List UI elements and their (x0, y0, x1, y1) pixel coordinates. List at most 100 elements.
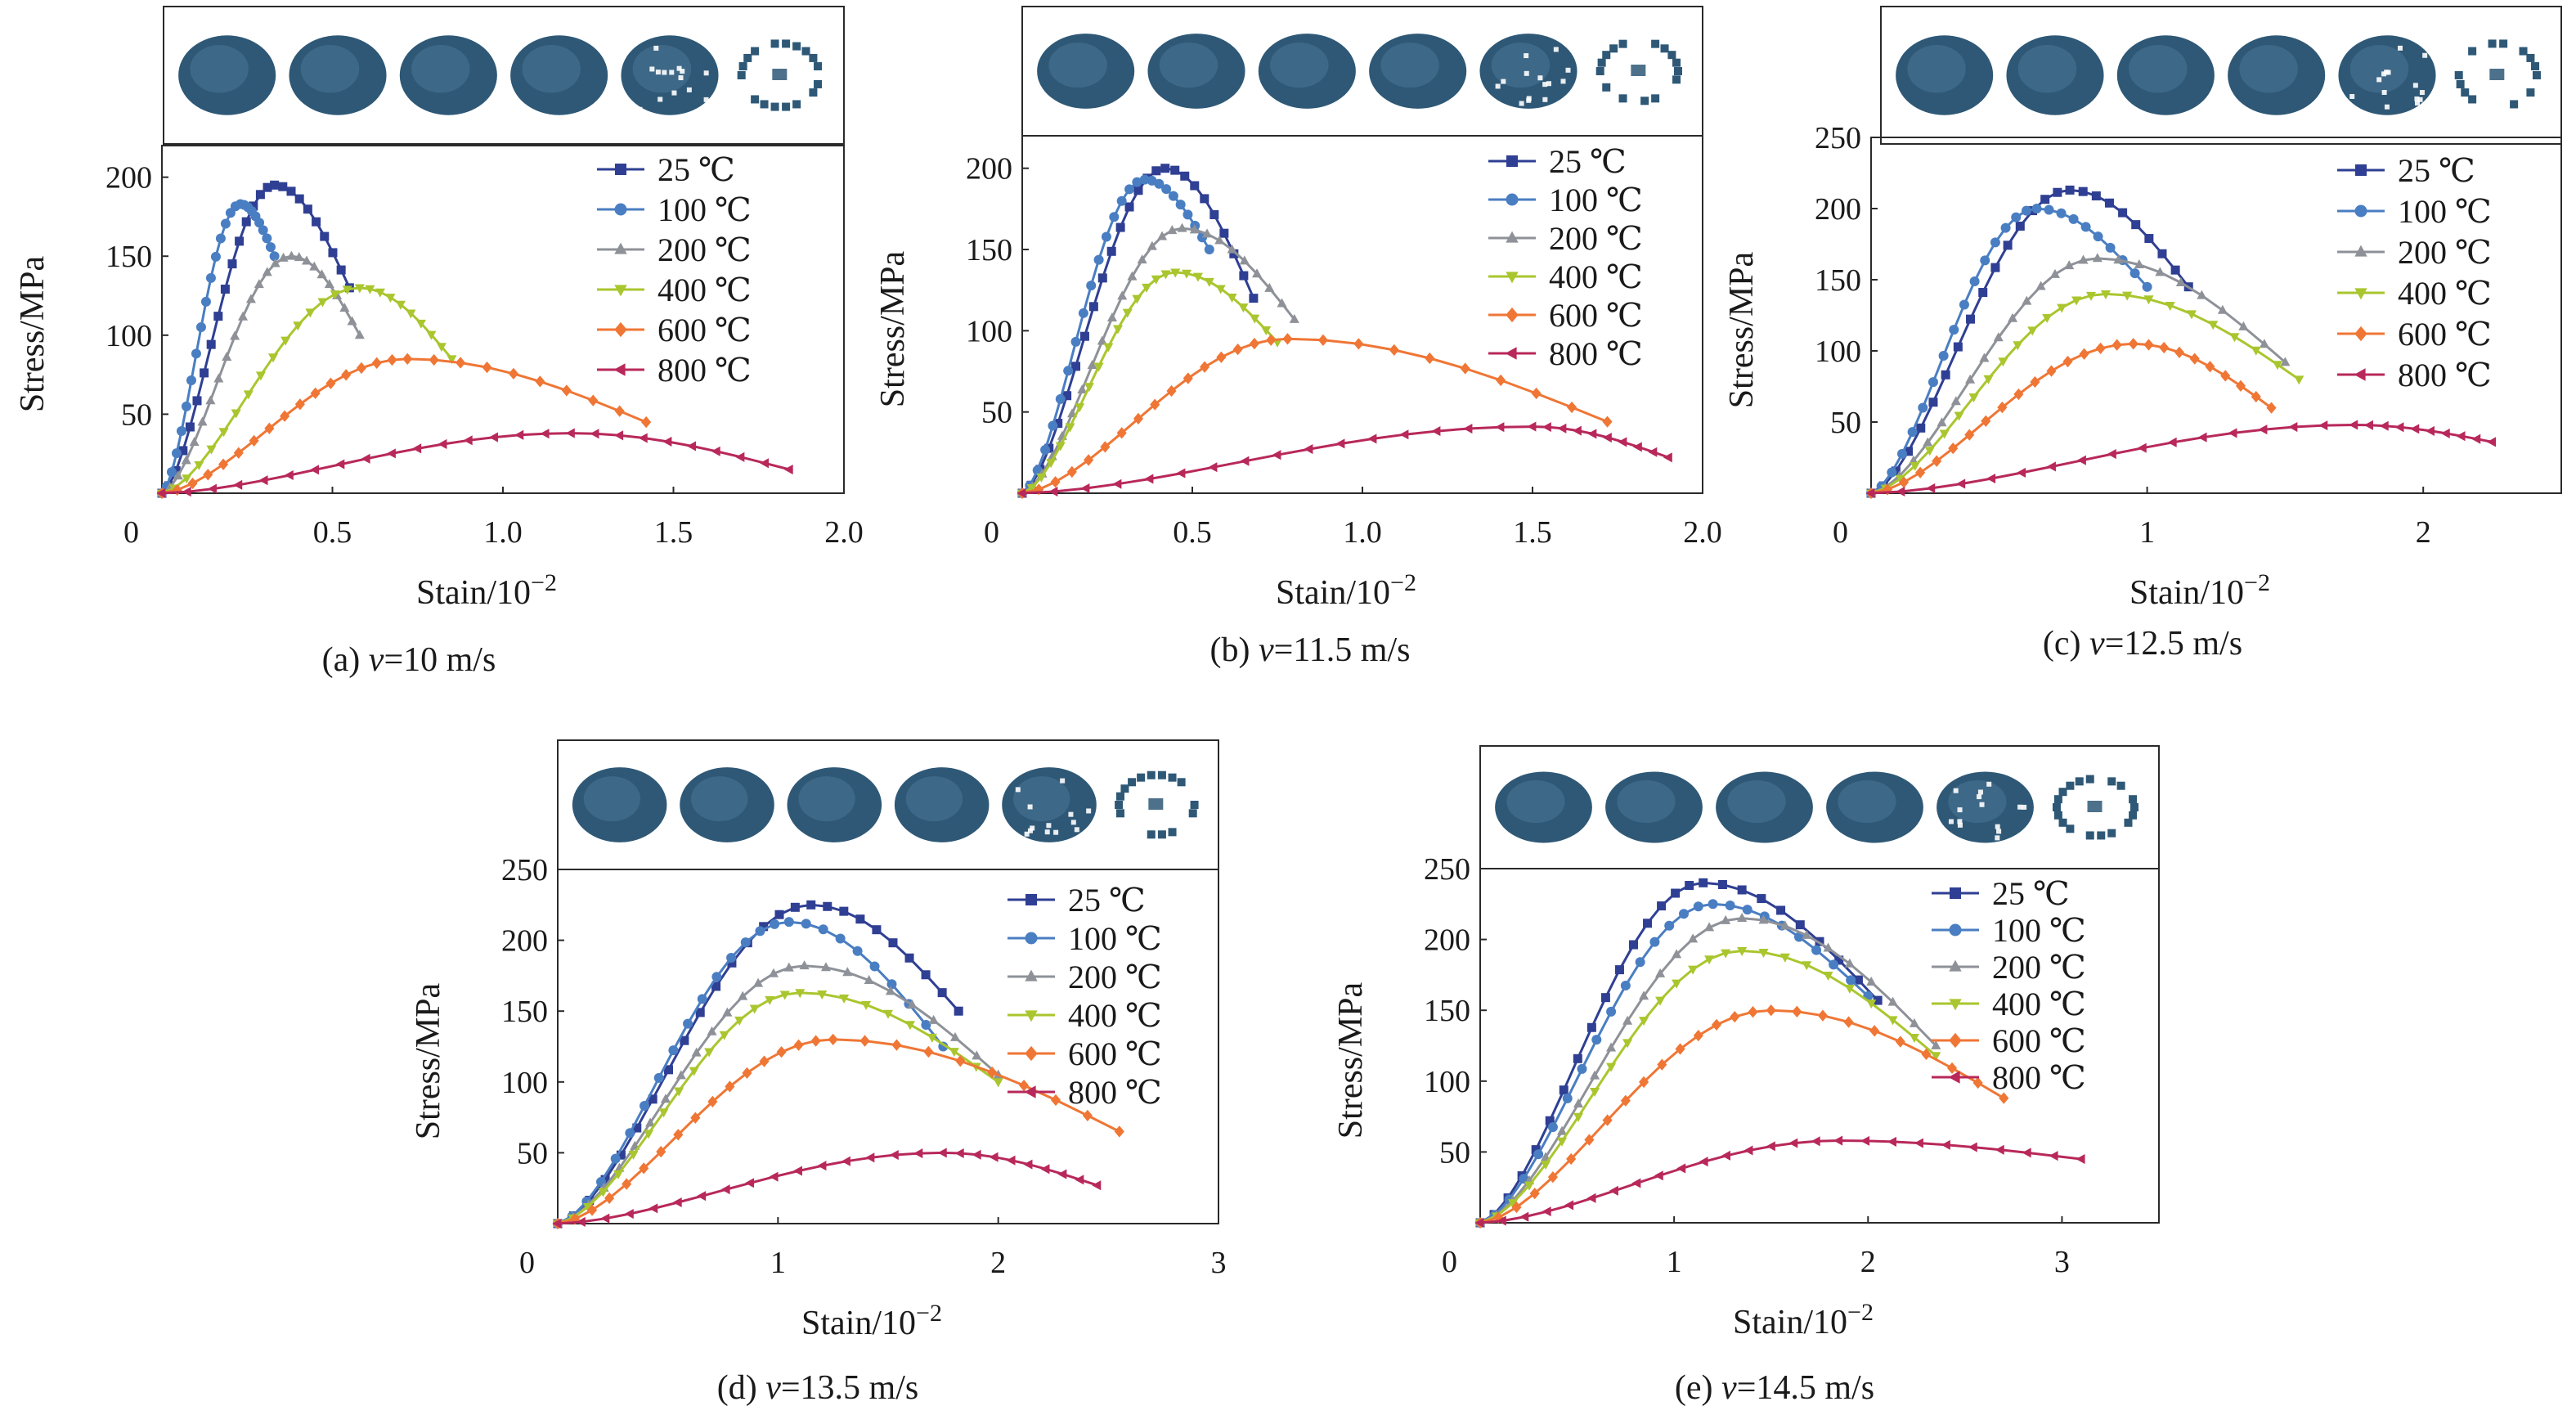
series-800 (1016, 421, 1672, 499)
data-point (1639, 1017, 1649, 1026)
data-point (989, 1152, 999, 1162)
data-point (614, 430, 624, 441)
specimen-body (1369, 34, 1467, 109)
data-point (2288, 421, 2298, 433)
data-point (1737, 947, 1748, 957)
series-400 (156, 284, 457, 499)
data-point (2280, 357, 2291, 366)
data-point (1968, 1142, 1977, 1152)
data-point (254, 279, 264, 289)
y-tick-label: 50 (517, 1136, 548, 1170)
data-point (1201, 228, 1213, 238)
data-point (371, 357, 382, 369)
data-point (2078, 254, 2089, 264)
data-point (1367, 433, 1377, 444)
data-point (1708, 899, 1718, 910)
data-point (324, 279, 334, 289)
data-point (1663, 452, 1672, 463)
data-point (1721, 949, 1731, 959)
data-point (1065, 423, 1075, 433)
series-25 (1017, 164, 1259, 498)
data-point (2208, 321, 2219, 330)
data-point (354, 330, 365, 339)
data-point (1923, 437, 1933, 447)
data-point (1124, 184, 1135, 195)
data-point (1844, 984, 1855, 994)
data-point (1949, 999, 1962, 1011)
data-point (2022, 1148, 2031, 1158)
data-point (1725, 901, 1735, 911)
data-point (783, 917, 794, 928)
data-point (888, 938, 898, 948)
data-point (2205, 361, 2215, 373)
crack-mark (1977, 789, 1983, 795)
legend-label: 25 ℃ (1992, 875, 2070, 912)
data-point (1166, 384, 1177, 398)
data-point (2003, 240, 2013, 250)
series-600 (1865, 338, 2277, 500)
fragment (2116, 781, 2125, 790)
data-point (2229, 333, 2240, 343)
data-point (2030, 375, 2040, 389)
data-point (406, 309, 416, 319)
fragment (2053, 795, 2062, 804)
data-point (1139, 174, 1150, 185)
data-point (1115, 222, 1125, 232)
x-axis-label-text: Stain/10 (1733, 1304, 1847, 1341)
data-point (795, 989, 806, 999)
specimen-body (572, 767, 667, 842)
crack-mark (653, 45, 659, 51)
data-point (672, 1197, 682, 1208)
data-point (2031, 204, 2042, 213)
x-axis-label-text: Stain/10 (1276, 574, 1390, 612)
legend-label: 800 ℃ (657, 352, 752, 389)
data-point (1956, 478, 1966, 489)
data-point (1566, 1152, 1577, 1166)
data-point (658, 1108, 669, 1118)
data-point (172, 483, 182, 496)
y-axis-label: Stress/MPa (1332, 982, 1370, 1139)
data-point (886, 979, 897, 990)
legend-entry-25: 25 ℃ (1488, 143, 1627, 180)
x-tick-label: 0.5 (313, 515, 352, 550)
legend-entry-25: 25 ℃ (597, 151, 735, 188)
fragment (2129, 811, 2138, 820)
data-point (1766, 1141, 1775, 1152)
data-point (1250, 314, 1260, 324)
data-point (1463, 423, 1473, 434)
fragment (743, 53, 752, 62)
data-point (2354, 326, 2367, 342)
data-point (987, 1066, 998, 1079)
data-point (1282, 333, 1293, 345)
data-point (1675, 1043, 1685, 1055)
data-point (156, 487, 166, 499)
data-point (2093, 231, 2103, 242)
fragment (1660, 44, 1669, 53)
data-point (2155, 267, 2165, 276)
data-point (1717, 880, 1727, 890)
fragment (792, 42, 801, 51)
data-point (171, 448, 182, 459)
data-point (2056, 208, 2067, 218)
crack-mark (2381, 71, 2387, 77)
data-point (628, 1150, 639, 1160)
data-point (2078, 186, 2088, 196)
data-point (1757, 894, 1766, 904)
data-point (264, 422, 275, 434)
legend-label: 600 ℃ (1068, 1035, 1162, 1072)
data-point (1811, 1136, 1820, 1147)
data-point (552, 1218, 562, 1229)
data-point (235, 236, 245, 246)
crack-mark (1027, 804, 1033, 810)
crack-mark (2422, 52, 2428, 58)
data-point (1914, 1138, 1923, 1148)
data-point (1834, 955, 1844, 965)
data-point (514, 429, 524, 440)
fragment (1618, 39, 1627, 48)
x-tick-label: 1 (2139, 515, 2155, 550)
data-point (207, 483, 217, 494)
data-point (2076, 455, 2086, 465)
fragment (1640, 97, 1649, 106)
data-point (375, 288, 385, 298)
data-point (1506, 231, 1519, 243)
